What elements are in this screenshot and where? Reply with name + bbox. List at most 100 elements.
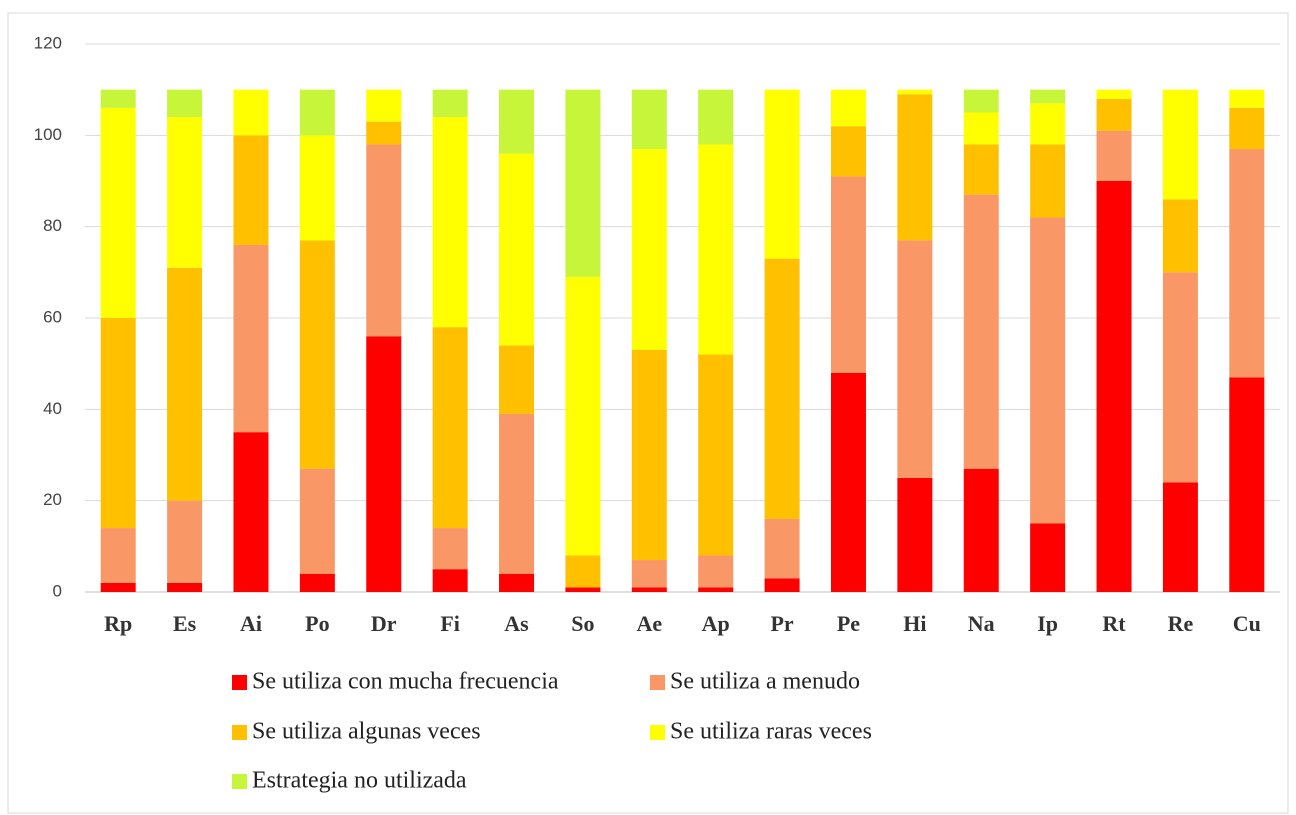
bar-segment (565, 276, 601, 556)
bar-segment (1030, 217, 1066, 524)
x-tick-label: Na (968, 611, 995, 636)
bar-segment (1229, 377, 1265, 592)
bar-segment (499, 153, 535, 346)
bar-segment (100, 318, 136, 529)
bar-segment (830, 126, 866, 177)
bar-segment (366, 336, 402, 592)
bar-segment (830, 176, 866, 373)
bar-segment (897, 94, 933, 241)
legend-swatch (232, 675, 247, 690)
bar-segment (1096, 98, 1132, 131)
x-tick-label: Ai (240, 611, 262, 636)
x-tick-label: Re (1168, 611, 1194, 636)
bar-segment (499, 345, 535, 414)
x-tick-label: Dr (371, 611, 397, 636)
x-tick-label: Ap (702, 611, 730, 636)
bar-segment (631, 560, 667, 588)
bar-segment (299, 240, 335, 469)
x-tick-label: Ip (1037, 611, 1058, 636)
legend-swatch (650, 725, 665, 740)
bar-segment (299, 468, 335, 574)
bar-segment (1030, 103, 1066, 145)
bar-segment (233, 89, 269, 136)
bar-segment (698, 89, 734, 145)
bar-segment (1229, 149, 1265, 378)
bar-segment (963, 468, 999, 592)
bar-segment (565, 555, 601, 588)
x-tick-label: Pe (837, 611, 860, 636)
bar-segment (432, 117, 468, 328)
y-tick-label: 120 (34, 33, 62, 52)
bar-segment (963, 112, 999, 145)
bar-segment (432, 528, 468, 570)
x-tick-label: So (571, 611, 594, 636)
bar-segment (764, 578, 800, 592)
x-tick-label: Pr (770, 611, 793, 636)
bar-segment (830, 89, 866, 127)
bar-segment (1030, 89, 1066, 104)
y-tick-label: 40 (43, 399, 62, 418)
bar-segment (366, 144, 402, 337)
bar-segment (100, 107, 136, 318)
y-tick-label: 60 (43, 307, 62, 326)
x-tick-label: Es (173, 611, 197, 636)
bar-segment (1096, 130, 1132, 181)
bar-segment (432, 569, 468, 592)
bar-segment (631, 149, 667, 350)
bar-segment (1229, 89, 1265, 108)
legend-label: Se utiliza algunas veces (252, 719, 481, 745)
x-tick-label: Po (305, 611, 329, 636)
bar-segment (167, 582, 203, 592)
bar-segment (167, 500, 203, 583)
y-tick-label: 20 (43, 490, 62, 509)
bar-segment (1162, 199, 1198, 273)
bar-segment (432, 89, 468, 118)
bar-segment (1162, 482, 1198, 592)
legend-swatch (232, 725, 247, 740)
bar-segment (499, 89, 535, 154)
y-tick-label: 100 (34, 125, 62, 144)
bar-segment (830, 372, 866, 592)
bar-segment (233, 135, 269, 245)
legend-label: Se utiliza con mucha frecuencia (252, 669, 559, 695)
bar-segment (299, 89, 335, 136)
bar-segment (963, 194, 999, 469)
bar-segment (698, 587, 734, 592)
bar-segment (167, 117, 203, 268)
bar-segment (299, 573, 335, 592)
bar-segment (1030, 523, 1066, 592)
bar-segment (233, 244, 269, 433)
bar-segment (631, 349, 667, 561)
bar-segment (1229, 107, 1265, 150)
bar-segment (1162, 89, 1198, 200)
bar-segment (499, 573, 535, 592)
bar-segment (631, 587, 667, 592)
bar-segment (167, 267, 203, 501)
x-tick-label: Rt (1102, 611, 1126, 636)
bar-segment (233, 432, 269, 592)
bar-segment (1096, 89, 1132, 99)
legend-swatch (650, 675, 665, 690)
x-tick-label: Fi (440, 611, 460, 636)
bar-segment (100, 89, 136, 108)
bar-segment (897, 477, 933, 592)
x-tick-label: Ae (636, 611, 662, 636)
bar-segment (565, 587, 601, 592)
x-tick-label: Cu (1233, 611, 1261, 636)
legend-label: Se utiliza raras veces (670, 719, 872, 745)
bar-segment (764, 258, 800, 519)
bar-segment (698, 555, 734, 588)
bar-segment (963, 144, 999, 195)
bar-segment (366, 89, 402, 122)
legend-swatch (232, 774, 247, 789)
legend-label: Estrategia no utilizada (252, 768, 467, 794)
bar-segment (1096, 181, 1132, 592)
bar-segment (897, 240, 933, 478)
bar-segment (1030, 144, 1066, 218)
legend-label: Se utiliza a menudo (670, 669, 860, 695)
bar-segment (698, 354, 734, 556)
bar-segment (366, 121, 402, 145)
bar-segment (167, 89, 203, 118)
x-tick-label: Rp (104, 611, 132, 636)
